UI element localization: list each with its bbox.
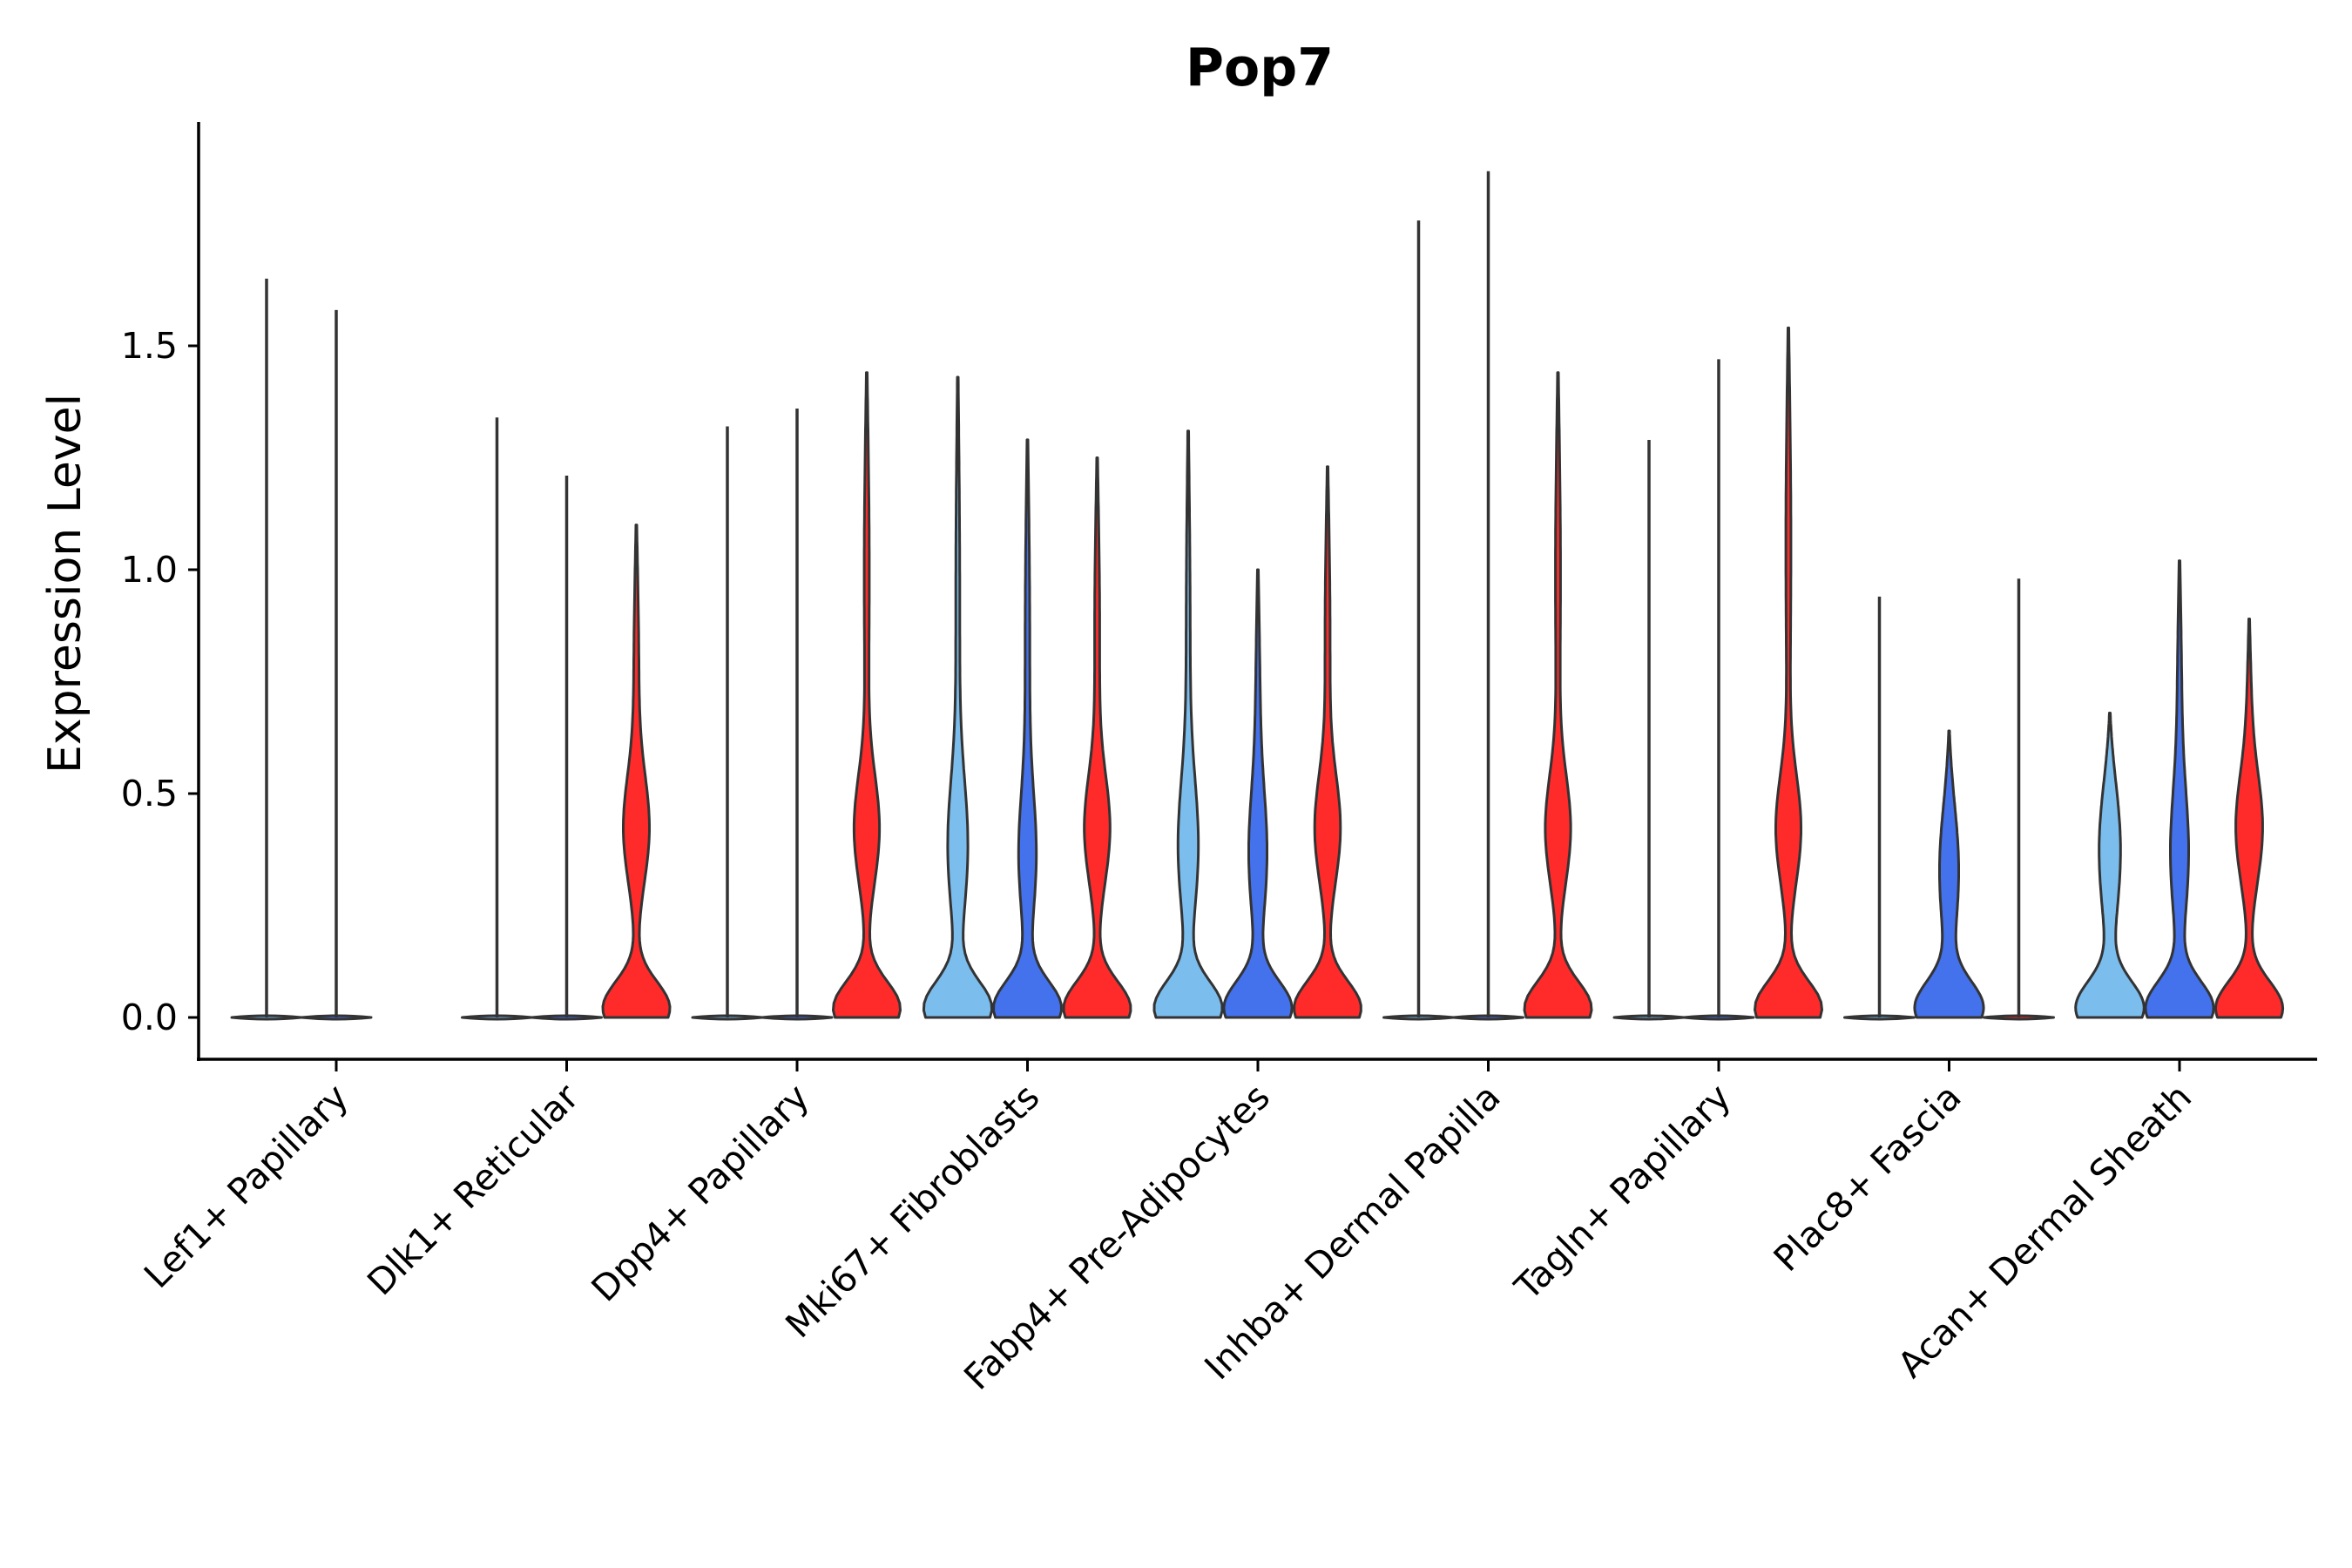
chart-title: Pop7 <box>1186 37 1334 98</box>
violin <box>1152 429 1224 1019</box>
y-axis-label: Expression Level <box>39 394 91 774</box>
violin-body <box>1293 465 1362 1019</box>
violin <box>461 417 533 1021</box>
violin-body <box>1222 568 1294 1019</box>
violin <box>691 426 764 1021</box>
violin-body <box>1754 326 1823 1019</box>
violin-body <box>1062 456 1132 1019</box>
violin <box>1222 568 1294 1019</box>
violin <box>531 476 603 1021</box>
x-tick-label: Dlk1+ Reticular <box>359 1076 586 1303</box>
y-tick-label: 0.5 <box>121 773 178 814</box>
violin <box>1913 729 1985 1019</box>
violin <box>1062 456 1132 1019</box>
violin <box>1754 326 1823 1019</box>
violin <box>1293 465 1362 1019</box>
violin-body <box>832 371 902 1019</box>
violin-body <box>2074 712 2146 1019</box>
violin <box>2074 712 2146 1019</box>
violin <box>601 524 672 1019</box>
y-tick-label: 1.5 <box>121 325 178 367</box>
violin <box>1612 439 1686 1021</box>
violin <box>1523 371 1593 1019</box>
violin-body <box>601 524 672 1019</box>
violin <box>922 375 994 1019</box>
violin-body <box>1152 429 1224 1019</box>
violin <box>1682 359 1755 1021</box>
violin <box>760 408 834 1021</box>
violin <box>230 278 303 1021</box>
violin <box>1382 220 1455 1021</box>
violin-body <box>1523 371 1593 1019</box>
x-tick-label: Lef1+ Papillary <box>136 1076 356 1296</box>
y-tick-label: 1.0 <box>121 549 178 591</box>
violin <box>1843 596 1916 1021</box>
violin <box>300 309 373 1021</box>
y-ticks: 0.0 0.5 1.0 1.5 <box>121 325 199 1038</box>
violins-layer <box>230 171 2285 1021</box>
violin-body <box>1913 729 1985 1019</box>
x-tick-label: Dpp4+ Papillary <box>584 1076 817 1309</box>
violin <box>1452 171 1524 1021</box>
y-tick-label: 0.0 <box>121 997 178 1038</box>
violin-body <box>992 438 1063 1019</box>
violin <box>2213 618 2285 1019</box>
violin-body <box>922 375 994 1019</box>
x-tick-label: Plac8+ Fascia <box>1766 1076 1970 1280</box>
violin <box>832 371 902 1019</box>
x-tick-label: Tagln+ Papillary <box>1506 1076 1739 1308</box>
violin <box>992 438 1063 1019</box>
x-tick-label: Mki67+ Fibroblasts <box>778 1076 1048 1346</box>
violin-body <box>2144 559 2215 1019</box>
violin <box>1983 578 2055 1021</box>
violin-body <box>2213 618 2285 1019</box>
violin <box>2144 559 2215 1019</box>
